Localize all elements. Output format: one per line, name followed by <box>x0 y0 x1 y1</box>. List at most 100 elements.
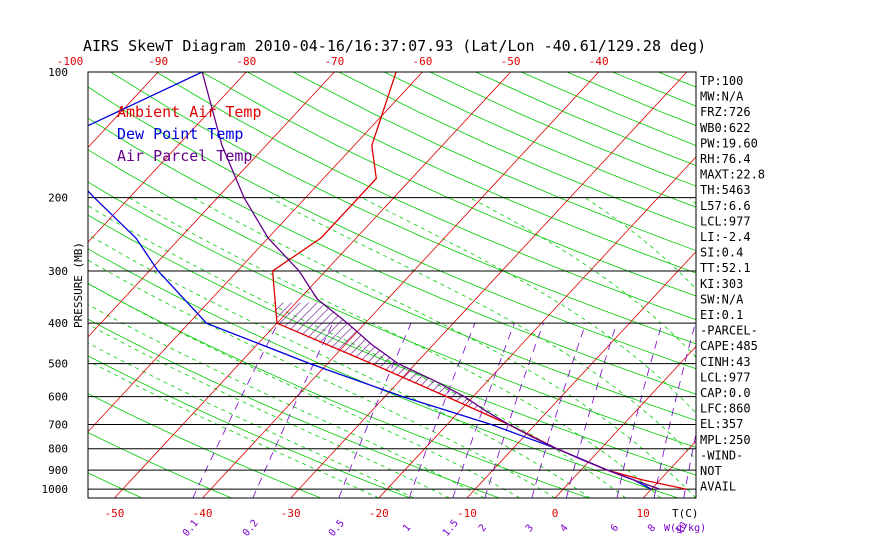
pressure-tick-label: 700 <box>48 419 68 432</box>
mixing-ratio-line <box>653 323 696 498</box>
isotherm-line <box>554 345 696 498</box>
mixing-ratio-line <box>566 323 618 498</box>
index-entry: KI:303 <box>700 277 743 291</box>
top-temp-tick-label: -60 <box>413 55 433 68</box>
index-entry: LI:-2.4 <box>700 230 751 244</box>
index-entry: PW:19.60 <box>700 136 758 150</box>
moist-adiabat-line <box>88 342 415 498</box>
index-entry: MAXT:22.8 <box>700 168 765 182</box>
index-entry: SI:0.4 <box>700 246 743 260</box>
index-entry: TH:5463 <box>700 183 751 197</box>
pressure-tick-label: 600 <box>48 391 68 404</box>
isotherm-line <box>202 72 600 498</box>
bottom-temp-tick-label: -30 <box>281 507 301 520</box>
adiabat-lines <box>88 72 870 498</box>
mixing-ratio-line <box>812 323 836 498</box>
index-entry: -WIND- <box>700 448 743 462</box>
dry-adiabat-line <box>88 181 696 448</box>
legend-entry: Ambient Air Temp <box>117 103 262 121</box>
index-entry: LCL:977 <box>700 370 751 384</box>
dry-adiabat-line <box>658 72 696 88</box>
mixing-ratio-line <box>616 323 663 498</box>
profile-series <box>88 72 687 490</box>
pressure-tick-label: 900 <box>48 464 68 477</box>
dry-adiabat-line <box>88 214 696 476</box>
bottom-temp-tick-label: -20 <box>369 507 389 520</box>
chart-title: AIRS SkewT Diagram 2010-04-16/16:37:07.9… <box>83 37 706 55</box>
dry-adiabat-line <box>88 117 696 395</box>
top-temp-tick-label: -70 <box>324 55 344 68</box>
moist-adiabat-line <box>128 197 662 498</box>
moist-adiabat-line <box>88 360 379 498</box>
plot-frame <box>87 71 697 499</box>
mixing-ratio-label: 1 <box>401 523 413 535</box>
mixing-ratio-unit-label: W(g/kg) <box>664 523 706 534</box>
mixing-ratio-label: 1.5 <box>441 518 461 539</box>
top-temp-tick-label: -50 <box>501 55 521 68</box>
isotherm-line <box>88 72 423 433</box>
moist-adiabat-line <box>88 282 520 498</box>
index-entry: RH:76.4 <box>700 152 751 166</box>
mixing-ratio-label: 0.1 <box>181 518 201 539</box>
dry-adiabat-line <box>247 72 696 274</box>
dry-adiabat-line <box>88 432 232 498</box>
mixing-ratio-label: 8 <box>646 523 658 535</box>
index-entry: TP:100 <box>700 74 743 88</box>
isotherm-line <box>466 251 696 498</box>
isotherm-line <box>819 72 870 498</box>
mixing-ratio-line <box>780 323 808 498</box>
mixing-ratio-label: 3 <box>524 523 536 535</box>
moist-adiabat-line <box>361 197 696 414</box>
top-temp-tick-label: -90 <box>148 55 168 68</box>
mixing-ratio-line <box>531 323 587 498</box>
mixing-ratio-lines <box>192 323 860 498</box>
bottom-temp-tick-label: 10 <box>637 507 650 520</box>
dry-adiabat-line <box>292 72 696 252</box>
dry-adiabat-line <box>155 72 696 321</box>
mixing-ratio-label: 6 <box>609 523 621 535</box>
mixing-ratio-label: 0.5 <box>327 518 347 539</box>
dry-adiabat-line <box>749 72 870 498</box>
index-entry: LCL:977 <box>700 214 751 228</box>
index-entry: MW:N/A <box>700 90 744 104</box>
moist-adiabat-line <box>88 259 556 498</box>
legend-entry: Air Parcel Temp <box>117 147 252 165</box>
index-entry: SW:N/A <box>700 292 744 306</box>
dry-adiabat-line <box>201 72 696 297</box>
pressure-tick-label: 200 <box>48 192 68 205</box>
bottom-temp-tick-label: 0 <box>552 507 559 520</box>
dry-adiabat-line <box>88 355 411 498</box>
pressure-tick-label: 1000 <box>42 483 69 496</box>
top-temp-tick-label: -80 <box>236 55 256 68</box>
isotherm-line <box>290 72 688 498</box>
cape-hatch <box>273 302 586 462</box>
isotherm-line <box>88 72 247 243</box>
pressure-tick-label: 800 <box>48 443 68 456</box>
y-axis-label: PRESSURE (MB) <box>72 242 85 328</box>
index-entry: AVAIL <box>700 480 736 494</box>
mixing-ratio-line <box>839 323 860 498</box>
moist-adiabat-line <box>88 304 485 498</box>
mixing-ratio-label: 0.2 <box>241 518 261 539</box>
legend: Ambient Air Temp Dew Point Temp Air Parcel… <box>117 103 262 165</box>
bottom-temp-tick-label: -50 <box>104 507 124 520</box>
moist-adiabat-line <box>775 198 870 498</box>
dry-adiabat-line <box>338 72 696 230</box>
cape-shaded-area <box>273 302 586 462</box>
top-temp-tick-label: -100 <box>57 55 84 68</box>
pressure-tick-label: 100 <box>48 66 68 79</box>
top-temp-tick-label: -40 <box>589 55 609 68</box>
moist-adiabat-line <box>88 234 591 498</box>
moist-adiabat-line <box>192 197 696 498</box>
index-entry: TT:52.1 <box>700 261 751 275</box>
parcel-temp-line <box>201 72 661 490</box>
dry-adiabat-line <box>110 72 696 345</box>
isotherm-line <box>0 72 70 498</box>
index-entry: CAPE:485 <box>700 339 758 353</box>
index-entry: MPL:250 <box>700 433 751 447</box>
index-entry: NOT <box>700 464 722 478</box>
mixing-ratio-line <box>252 323 334 498</box>
index-entry: CINH:43 <box>700 355 751 369</box>
